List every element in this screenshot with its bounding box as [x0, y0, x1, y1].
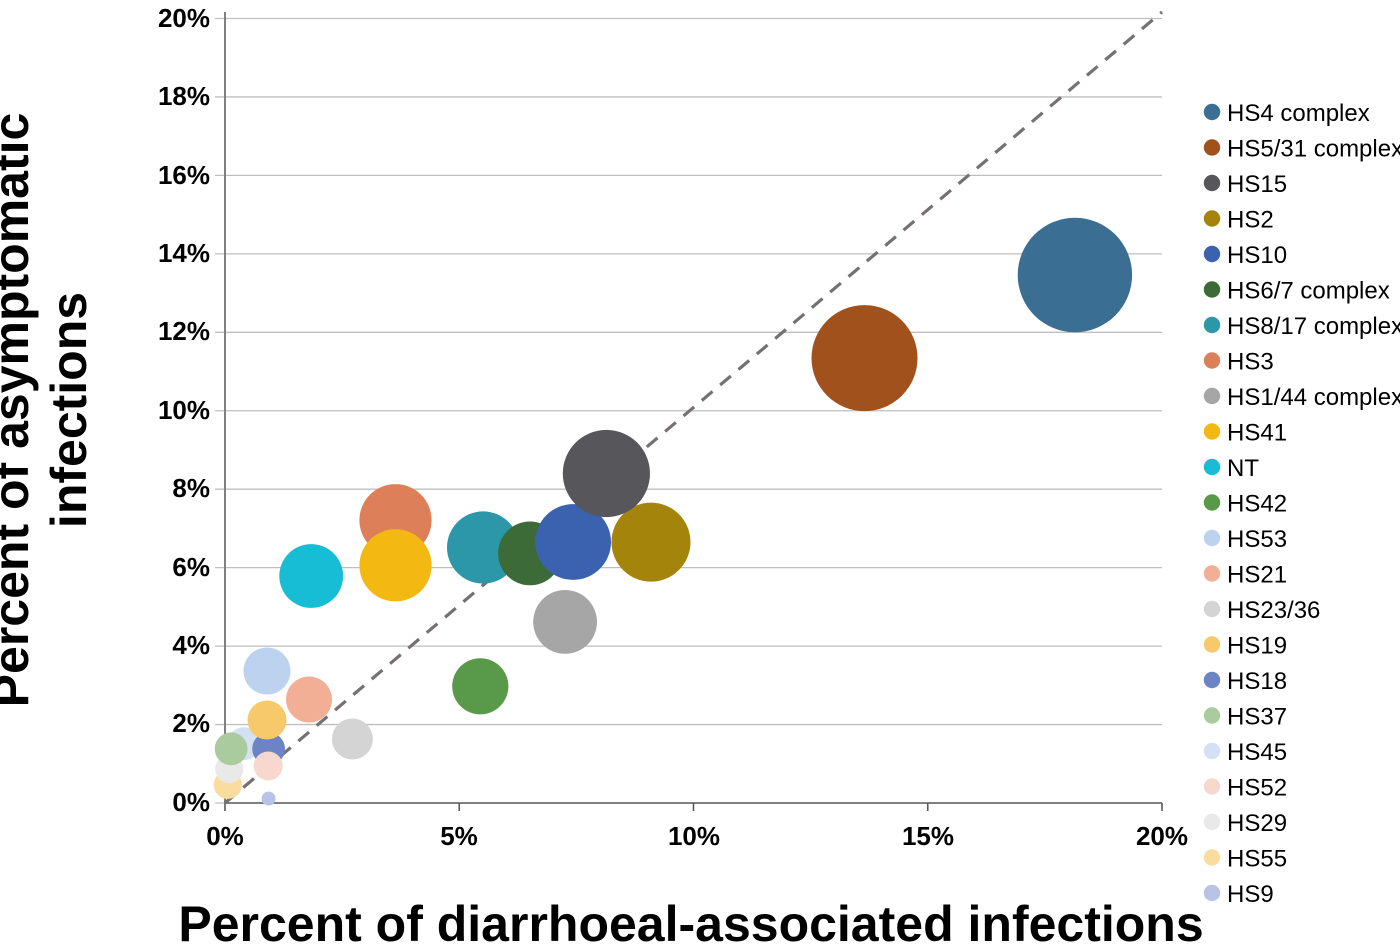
svg-text:Percent of diarrhoeal-associat: Percent of diarrhoeal-associated infecti…: [178, 896, 1203, 947]
svg-text:10%: 10%: [158, 395, 210, 425]
svg-text:2%: 2%: [172, 708, 210, 738]
svg-text:HS23/36: HS23/36: [1227, 597, 1320, 624]
svg-text:HS4 complex: HS4 complex: [1227, 100, 1370, 127]
svg-text:HS3: HS3: [1227, 349, 1274, 376]
svg-text:HS37: HS37: [1227, 704, 1287, 731]
svg-text:NT: NT: [1227, 455, 1259, 482]
svg-text:8%: 8%: [172, 473, 210, 503]
svg-text:4%: 4%: [172, 630, 210, 660]
svg-text:0%: 0%: [172, 787, 210, 817]
svg-text:16%: 16%: [158, 160, 210, 190]
svg-text:0%: 0%: [206, 821, 244, 851]
svg-text:10%: 10%: [668, 821, 720, 851]
svg-text:Percent of asymptomatic: Percent of asymptomatic: [0, 113, 39, 708]
svg-text:12%: 12%: [158, 316, 210, 346]
svg-text:18%: 18%: [158, 81, 210, 111]
svg-text:HS55: HS55: [1227, 846, 1287, 873]
svg-text:HS45: HS45: [1227, 739, 1287, 766]
svg-text:20%: 20%: [158, 3, 210, 33]
svg-text:HS10: HS10: [1227, 242, 1287, 269]
svg-text:14%: 14%: [158, 238, 210, 268]
svg-text:6%: 6%: [172, 552, 210, 582]
svg-text:HS41: HS41: [1227, 420, 1287, 447]
svg-text:20%: 20%: [1136, 821, 1188, 851]
svg-text:HS9: HS9: [1227, 881, 1274, 908]
svg-text:HS1/44 complex: HS1/44 complex: [1227, 384, 1400, 411]
svg-text:HS19: HS19: [1227, 633, 1287, 660]
svg-text:HS15: HS15: [1227, 171, 1287, 198]
svg-text:15%: 15%: [902, 821, 954, 851]
svg-text:HS6/7 complex: HS6/7 complex: [1227, 278, 1390, 305]
svg-text:HS42: HS42: [1227, 491, 1287, 518]
svg-text:HS18: HS18: [1227, 668, 1287, 695]
svg-text:HS53: HS53: [1227, 526, 1287, 553]
svg-text:HS5/31 complex: HS5/31 complex: [1227, 136, 1400, 163]
svg-text:HS52: HS52: [1227, 775, 1287, 802]
svg-text:HS2: HS2: [1227, 207, 1274, 234]
svg-text:infections: infections: [41, 292, 97, 528]
svg-text:HS29: HS29: [1227, 810, 1287, 837]
svg-text:5%: 5%: [440, 821, 478, 851]
svg-text:HS21: HS21: [1227, 562, 1287, 589]
svg-text:HS8/17 complex: HS8/17 complex: [1227, 313, 1400, 340]
